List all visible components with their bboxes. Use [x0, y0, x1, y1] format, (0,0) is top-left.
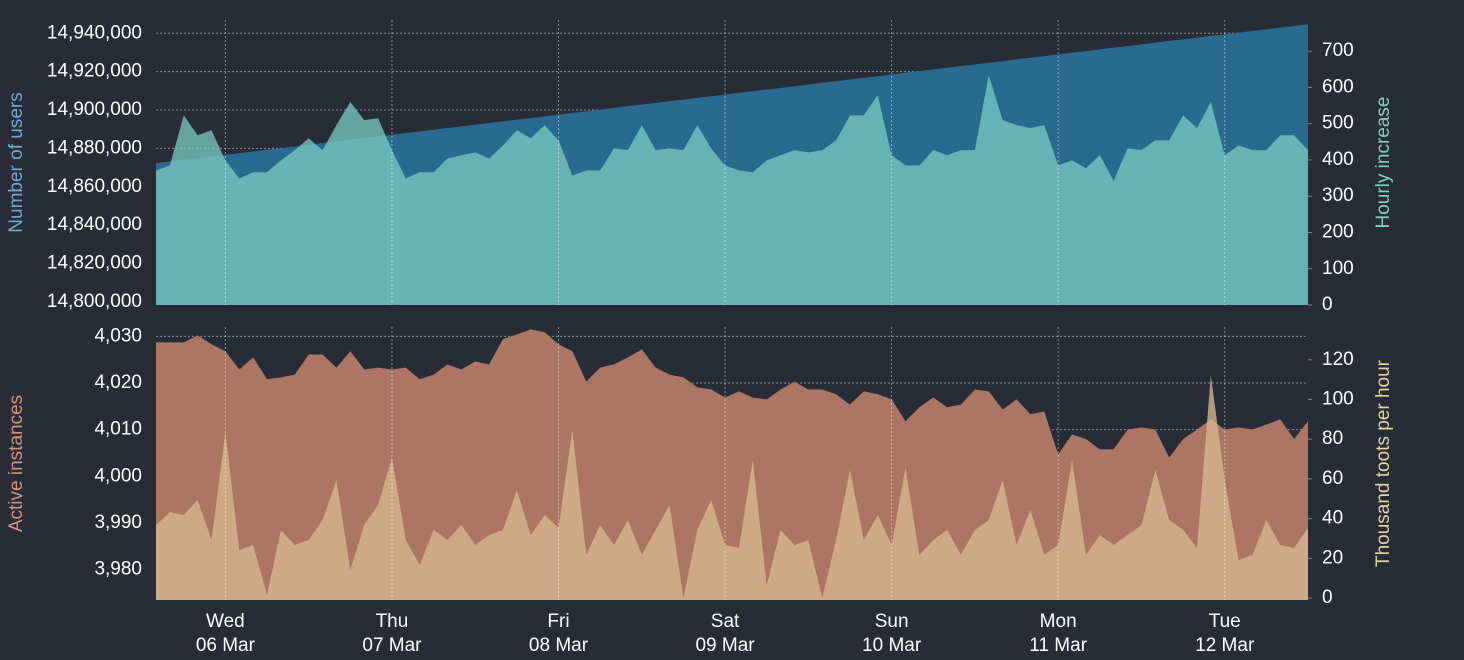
area — [156, 375, 1308, 600]
x-tick-label: Fri — [547, 611, 569, 632]
y-axis-title: Active instances — [6, 395, 27, 532]
y-tick-label: 14,920,000 — [47, 61, 142, 82]
y2-tick-label: 700 — [1322, 40, 1354, 61]
y-tick-label: 14,820,000 — [47, 253, 142, 274]
x-tick-label: Wed — [206, 611, 245, 632]
x-tick-label: Thu — [376, 611, 409, 632]
x-tick-label: Tue — [1209, 611, 1241, 632]
x-tick-label: Mon — [1040, 611, 1077, 632]
y2-tick-label: 300 — [1322, 185, 1354, 206]
y2-tick-label: 400 — [1322, 149, 1354, 170]
y-tick-label: 14,880,000 — [47, 137, 142, 158]
y-tick-label: 3,980 — [94, 559, 142, 580]
x-tick-label: 10 Mar — [862, 635, 922, 656]
y2-tick-label: 500 — [1322, 113, 1354, 134]
y-tick-label: 14,800,000 — [47, 291, 142, 312]
x-tick-label: 07 Mar — [362, 635, 422, 656]
y2-tick-label: 60 — [1322, 468, 1343, 489]
y2-tick-label: 100 — [1322, 388, 1354, 409]
x-tick-label: Sat — [711, 611, 740, 632]
x-tick-label: 06 Mar — [196, 635, 256, 656]
y2-tick-label: 600 — [1322, 76, 1354, 97]
x-tick-label: 09 Mar — [695, 635, 755, 656]
x-tick-label: Sun — [875, 611, 909, 632]
y-tick-label: 4,010 — [94, 419, 142, 440]
y2-tick-label: 120 — [1322, 349, 1354, 370]
y-tick-label: 4,000 — [94, 465, 142, 486]
y-tick-label: 4,030 — [94, 325, 142, 346]
y-tick-label: 4,020 — [94, 372, 142, 393]
y2-axis-title: Thousand toots per hour — [1373, 359, 1394, 567]
y2-tick-label: 20 — [1322, 547, 1343, 568]
x-tick-label: 11 Mar — [1029, 635, 1087, 656]
y-tick-label: 14,900,000 — [47, 99, 142, 120]
area — [156, 329, 1308, 600]
x-tick-label: 08 Mar — [529, 635, 589, 656]
area — [156, 75, 1308, 305]
y2-tick-label: 100 — [1322, 258, 1354, 279]
y-tick-label: 14,940,000 — [47, 22, 142, 43]
y2-axis-title: Hourly increase — [1373, 97, 1394, 229]
x-tick-label: 12 Mar — [1195, 635, 1255, 656]
y-tick-label: 14,840,000 — [47, 214, 142, 235]
y2-tick-label: 200 — [1322, 221, 1354, 242]
y-axis-title: Number of users — [6, 92, 27, 232]
y2-tick-label: 80 — [1322, 428, 1343, 449]
y2-tick-label: 0 — [1322, 587, 1333, 608]
y2-tick-label: 0 — [1322, 294, 1333, 315]
y2-tick-label: 40 — [1322, 508, 1343, 529]
y-tick-label: 14,860,000 — [47, 176, 142, 197]
y-tick-label: 3,990 — [94, 512, 142, 533]
